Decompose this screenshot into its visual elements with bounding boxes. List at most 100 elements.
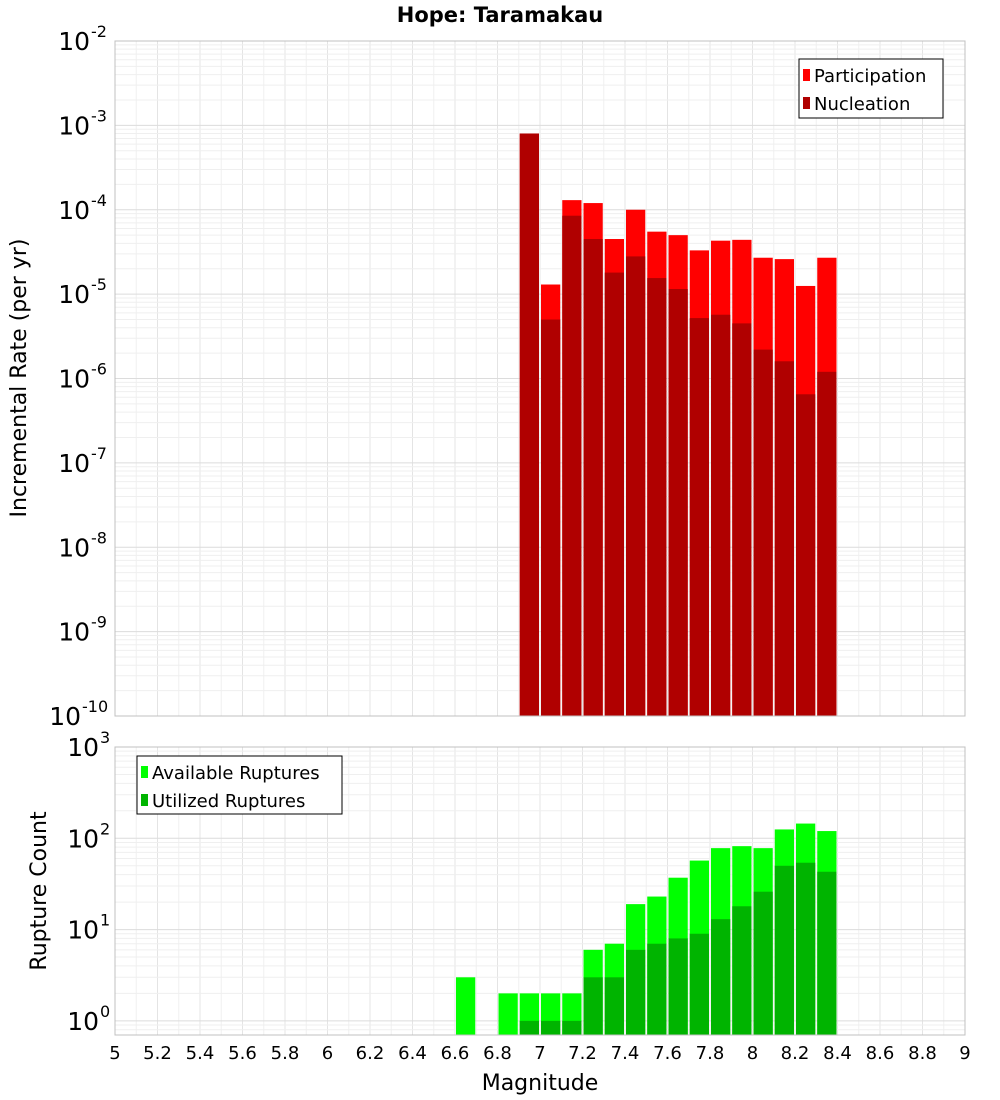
legend-label: Utilized Ruptures	[152, 791, 305, 812]
x-tick-label: 6.8	[483, 1043, 512, 1064]
y-tick-base: 10	[58, 111, 90, 140]
x-tick-label: 7	[534, 1043, 545, 1064]
y-tick-base: 10	[58, 618, 90, 647]
x-tick-label: 5.4	[186, 1043, 215, 1064]
bar-utilized-ruptures	[604, 977, 624, 1035]
bar-nucleation	[732, 323, 752, 716]
x-tick-label: 7.6	[653, 1043, 682, 1064]
rate-legend: Participation Nucleation	[798, 58, 944, 119]
legend-swatch	[803, 97, 810, 109]
x-tick-label: 8.8	[908, 1043, 937, 1064]
y-tick-label: 10 -5	[58, 275, 107, 309]
bar-nucleation	[541, 319, 561, 716]
bar-utilized-ruptures	[541, 1020, 561, 1035]
bar-nucleation	[753, 349, 773, 716]
x-tick-label: 9	[959, 1043, 970, 1064]
bar-utilized-ruptures	[562, 1020, 582, 1035]
y-tick-base: 10	[58, 196, 90, 225]
bar-utilized-ruptures	[817, 871, 837, 1035]
x-tick-label: 6.2	[356, 1043, 385, 1064]
bar-utilized-ruptures	[519, 1020, 539, 1035]
x-tick-label: 5.8	[271, 1043, 300, 1064]
x-tick-label: 8.6	[866, 1043, 895, 1064]
bar-nucleation	[817, 371, 837, 716]
y-tick-exponent: 0	[100, 1002, 110, 1021]
y-tick-exponent: -6	[91, 360, 107, 379]
x-tick-labels: 5 5.2 5.4 5.6 5.8 6 6.2 6.4 6.6 6.8 7 7.2 7.4 7.6 7.8 8…	[109, 1043, 970, 1064]
x-tick-label: 6.6	[441, 1043, 470, 1064]
bar-nucleation	[774, 361, 794, 716]
y-tick-base: 10	[67, 916, 99, 945]
y-tick-exponent: -10	[82, 697, 108, 716]
bar-nucleation	[583, 239, 603, 716]
y-tick-label: 10 -7	[58, 444, 107, 478]
bar-utilized-ruptures	[711, 919, 731, 1035]
count-plot-frame	[114, 746, 966, 1036]
bar-utilized-ruptures	[626, 949, 646, 1035]
y-tick-base: 10	[58, 365, 90, 394]
x-tick-label: 6.4	[398, 1043, 427, 1064]
bar-nucleation	[604, 272, 624, 716]
legend-box	[136, 755, 343, 815]
y-tick-exponent: -4	[91, 191, 107, 210]
y-tick-exponent: -8	[91, 528, 107, 547]
x-axis-title: Magnitude	[482, 1071, 599, 1096]
bar-nucleation	[668, 289, 688, 716]
x-tick-label: 7.2	[568, 1043, 597, 1064]
y-tick-base: 10	[58, 449, 90, 478]
bar-utilized-ruptures	[796, 862, 816, 1035]
bar-utilized-ruptures	[668, 938, 688, 1035]
y-tick-exponent: 3	[100, 728, 110, 747]
y-tick-base: 10	[67, 1007, 99, 1036]
x-tick-label: 8.4	[823, 1043, 852, 1064]
rate-bars	[519, 133, 837, 717]
y-tick-label: 10 -3	[58, 106, 107, 140]
x-tick-label: 7.8	[696, 1043, 725, 1064]
y-tick-base: 10	[49, 702, 81, 731]
x-tick-label: 6	[322, 1043, 333, 1064]
y-tick-base: 10	[67, 733, 99, 762]
legend-label: Available Ruptures	[152, 763, 320, 784]
y-tick-base: 10	[58, 280, 90, 309]
bar-nucleation	[711, 314, 731, 716]
rate-plot-frame	[114, 40, 966, 717]
y-tick-base: 10	[58, 27, 90, 56]
legend-label: Participation	[814, 66, 926, 87]
bar-utilized-ruptures	[774, 865, 794, 1035]
x-tick-label: 5	[109, 1043, 120, 1064]
x-tick-label: 8.2	[781, 1043, 810, 1064]
bar-nucleation	[647, 278, 667, 716]
y-tick-exponent: 1	[100, 911, 110, 930]
legend-box	[798, 58, 944, 119]
x-tick-label: 5.6	[228, 1043, 257, 1064]
rate-grid	[114, 40, 966, 717]
y-tick-base: 10	[58, 533, 90, 562]
y-tick-label: 10 -9	[58, 613, 107, 647]
y-tick-exponent: -2	[91, 22, 107, 41]
bar-nucleation	[562, 215, 582, 717]
y-tick-label: 10 -2	[58, 22, 107, 56]
bar-nucleation	[796, 394, 816, 716]
bar-utilized-ruptures	[689, 933, 709, 1035]
legend-swatch	[141, 794, 148, 806]
y-tick-label: 10 -8	[58, 528, 107, 562]
bar-utilized-ruptures	[583, 977, 603, 1035]
y-tick-label: 10 2	[67, 819, 110, 853]
bar-available-ruptures	[498, 993, 518, 1035]
bar-utilized-ruptures	[647, 943, 667, 1035]
y-tick-base: 10	[67, 824, 99, 853]
y-tick-label: 10 -6	[58, 360, 107, 394]
chart-title: Hope: Taramakau	[397, 3, 603, 27]
bar-nucleation	[626, 256, 646, 716]
y-tick-label: 10 3	[67, 728, 110, 762]
legend-label: Nucleation	[814, 94, 910, 115]
y-tick-label: 10 1	[67, 911, 110, 945]
rate-y-axis-title: Incremental Rate (per yr)	[7, 239, 32, 518]
bar-available-ruptures	[456, 977, 476, 1035]
y-tick-label: 10 -10	[49, 697, 108, 731]
